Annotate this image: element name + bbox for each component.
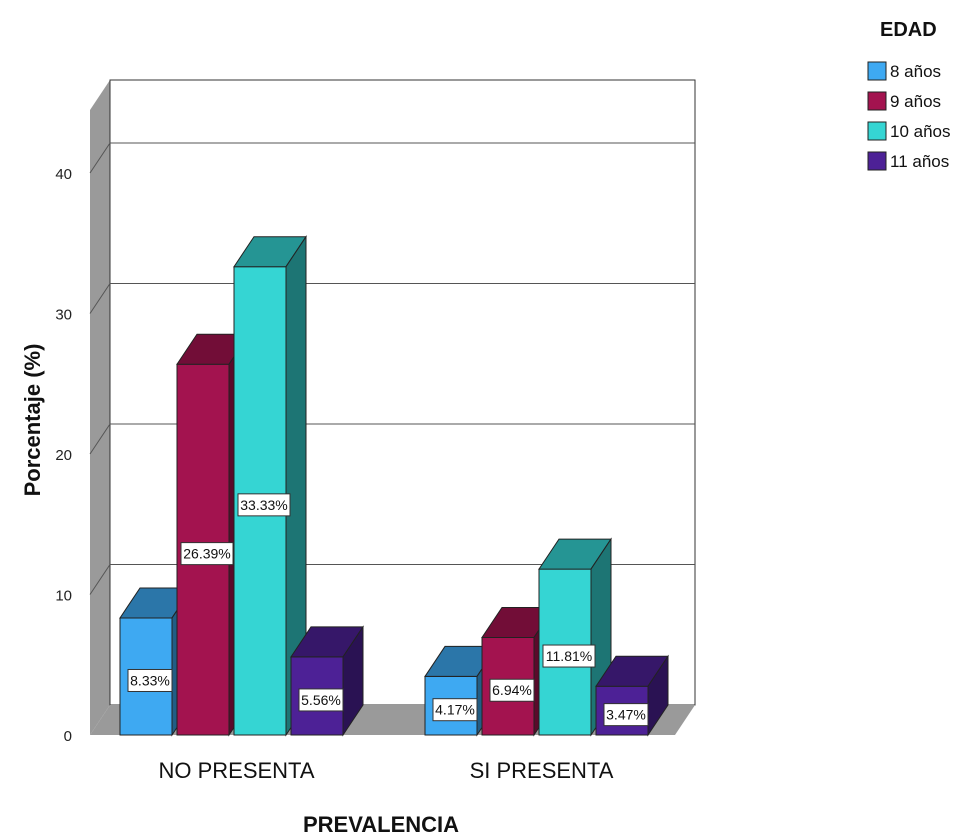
data-label: 4.17%: [432, 698, 478, 722]
gridline-side: [89, 564, 111, 595]
legend-item: 9 años: [867, 91, 941, 111]
legend-swatch: [867, 151, 887, 171]
data-labels: 8.33% 26.39% 33.33% 5.56% 4.17% 6.94% 11.81% 3.…: [127, 493, 649, 727]
data-label-text: 33.33%: [240, 497, 287, 513]
y-tick-label: 20: [55, 447, 72, 464]
legend-title: EDAD: [880, 19, 937, 41]
data-label: 11.81%: [542, 644, 596, 668]
x-axis-title: PREVALENCIA: [303, 812, 459, 837]
legend: EDAD 8 años 9 años 10 años 11 años: [867, 19, 951, 171]
data-label: 33.33%: [237, 493, 291, 517]
data-label-box: [542, 644, 596, 668]
x-category-label: NO PRESENTA: [158, 758, 314, 783]
legend-item: 11 años: [867, 151, 949, 171]
data-label-text: 8.33%: [130, 672, 170, 688]
legend-label: 10 años: [890, 122, 951, 141]
data-label: 5.56%: [298, 688, 344, 712]
gridline-side: [89, 423, 111, 455]
data-label-text: 26.39%: [183, 546, 230, 562]
legend-label: 11 años: [890, 152, 949, 171]
legend-swatch: [867, 91, 887, 111]
data-label: 6.94%: [489, 678, 535, 702]
data-label: 3.47%: [603, 703, 649, 727]
y-axis-ticks: 0 10 20 30 40: [55, 166, 72, 745]
legend-item: 10 años: [867, 121, 951, 141]
legend-label: 8 años: [890, 62, 941, 81]
x-axis-categories: NO PRESENTA SI PRESENTA: [158, 758, 613, 783]
data-label-box: [237, 493, 291, 517]
data-label: 8.33%: [127, 668, 173, 692]
data-label: 26.39%: [180, 542, 234, 566]
data-label-box: [298, 688, 344, 712]
legend-label: 9 años: [890, 92, 941, 111]
legend-item: 8 años: [867, 61, 941, 81]
y-axis-title: Porcentaje (%): [20, 344, 45, 497]
data-label-box: [603, 703, 649, 727]
data-label-box: [127, 668, 173, 692]
y-tick-label: 0: [64, 728, 72, 745]
gridline-side: [89, 283, 111, 314]
x-category-label: SI PRESENTA: [470, 758, 614, 783]
y-tick-label: 10: [55, 588, 72, 605]
data-label-text: 5.56%: [301, 692, 341, 708]
data-label-text: 6.94%: [492, 682, 532, 698]
bar: [290, 625, 364, 737]
data-label-box: [489, 678, 535, 702]
data-label-box: [432, 698, 478, 722]
side-wall: [90, 80, 110, 735]
y-tick-label: 40: [55, 166, 72, 183]
legend-swatch: [867, 121, 887, 141]
data-label-box: [180, 542, 234, 566]
legend-swatch: [867, 61, 887, 81]
data-label-text: 3.47%: [606, 707, 646, 723]
gridline-side: [89, 142, 111, 174]
data-label-text: 4.17%: [435, 702, 475, 718]
y-tick-label: 30: [55, 307, 72, 324]
data-label-text: 11.81%: [546, 648, 592, 664]
